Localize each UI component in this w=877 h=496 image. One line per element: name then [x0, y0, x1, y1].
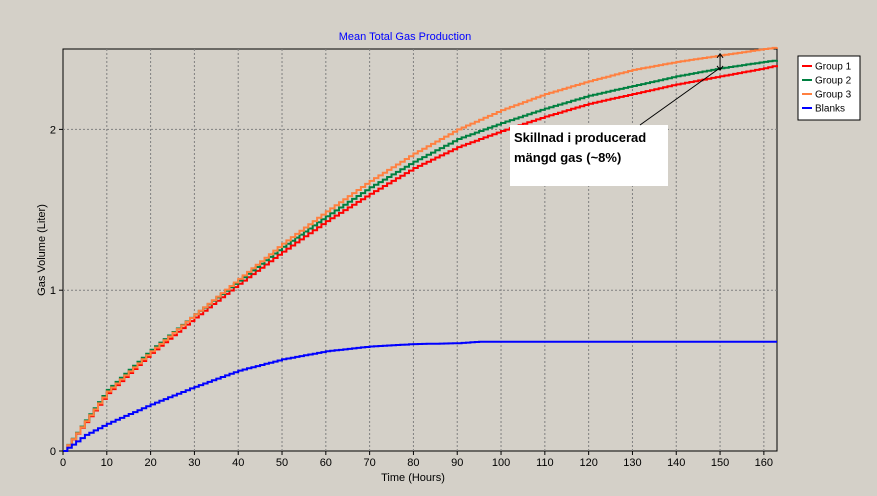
ticks: 0 10 20 30 40 50 60 70 80 90 100 110 120 130 140 150 160… — [50, 124, 773, 469]
annotation-line-2: mängd gas (~8%) — [514, 150, 621, 165]
grid — [63, 49, 777, 451]
annotation-line-1: Skillnad i producerad — [514, 130, 646, 145]
x-tick-label: 160 — [755, 457, 773, 469]
x-tick-label: 150 — [711, 457, 729, 469]
legend-label: Group 3 — [815, 90, 852, 101]
legend: Group 1 Group 2 Group 3 Blanks — [797, 55, 861, 121]
x-tick-label: 40 — [232, 457, 244, 469]
x-tick-label: 100 — [492, 457, 510, 469]
x-tick-label: 30 — [188, 457, 200, 469]
legend-label: Group 2 — [815, 76, 852, 87]
legend-label: Group 1 — [815, 62, 852, 73]
annotation-box — [510, 125, 668, 186]
plot-area — [62, 48, 778, 452]
annotation-leader-line — [639, 67, 721, 126]
series-line-1 — [63, 65, 778, 452]
y-axis-title: Gas Volume (Liter) — [36, 204, 48, 296]
x-axis-title: Time (Hours) — [381, 472, 445, 484]
annotation: Skillnad i producerad mängd gas (~8%) — [510, 52, 724, 186]
series-line-4 — [63, 340, 777, 452]
arrowhead-top — [716, 52, 724, 59]
x-tick-label: 60 — [320, 457, 332, 469]
x-tick-label: 0 — [60, 457, 66, 469]
x-tick-label: 130 — [623, 457, 641, 469]
x-tick-label: 70 — [364, 457, 376, 469]
x-tick-label: 50 — [276, 457, 288, 469]
x-tick-label: 10 — [101, 457, 113, 469]
y-tick-label: 0 — [50, 446, 56, 458]
series-line-3 — [63, 46, 778, 452]
y-tick-label: 2 — [50, 124, 56, 136]
x-tick-label: 20 — [144, 457, 156, 469]
x-tick-label: 90 — [451, 457, 463, 469]
x-tick-label: 140 — [667, 457, 685, 469]
x-tick-label: 120 — [579, 457, 597, 469]
x-tick-label: 80 — [407, 457, 419, 469]
arrowhead-bottom — [716, 65, 724, 71]
chart-title: Mean Total Gas Production — [339, 31, 471, 43]
x-tick-label: 110 — [536, 457, 554, 469]
series-group — [63, 46, 778, 452]
legend-label: Blanks — [815, 104, 845, 115]
y-tick-label: 1 — [50, 285, 56, 297]
